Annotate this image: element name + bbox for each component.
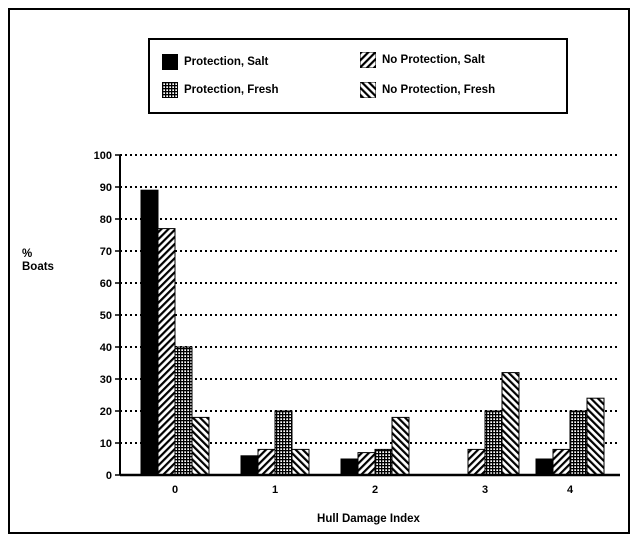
- legend-item-protection-salt: Protection, Salt: [162, 54, 268, 70]
- y-tick-label: 20: [100, 406, 112, 418]
- y-tick-label: 40: [100, 342, 112, 354]
- bar-backdiagonal-1: [291, 448, 310, 476]
- legend-item-no-protection-fresh: No Protection, Fresh: [360, 82, 495, 98]
- bar-backdiagonal-3: [501, 372, 520, 476]
- x-tick-label: 1: [272, 484, 278, 496]
- bar-backdiagonal-4: [586, 397, 605, 476]
- gridlines: [120, 154, 620, 444]
- bar-solid-1: [240, 455, 259, 476]
- bar-grid-2: [374, 448, 393, 476]
- bar-diagonal-4: [552, 448, 571, 476]
- y-axis-label-line2: Boats: [22, 261, 54, 273]
- y-axis-label: % Boats: [22, 248, 54, 274]
- y-tick-label: 80: [100, 214, 112, 226]
- bar-grid-0: [174, 346, 193, 476]
- bar-diagonal-1: [257, 448, 276, 476]
- bars: [140, 189, 605, 476]
- y-tick-label: 100: [94, 150, 112, 162]
- bar-grid-3: [484, 410, 503, 476]
- legend-item-protection-fresh: Protection, Fresh: [162, 82, 279, 98]
- bar-solid-0: [140, 189, 159, 476]
- y-tick-label: 10: [100, 438, 112, 450]
- y-tick-label: 90: [100, 182, 112, 194]
- x-tick-label: 0: [172, 484, 178, 496]
- bar-solid-4: [535, 458, 554, 476]
- y-tick-label: 0: [106, 470, 112, 482]
- y-tick-label: 50: [100, 310, 112, 322]
- legend-swatch-solid: [162, 54, 178, 70]
- y-tick-label: 30: [100, 374, 112, 386]
- x-axis-label: Hull Damage Index: [317, 513, 420, 525]
- legend-label: No Protection, Fresh: [382, 84, 496, 96]
- legend-label: Protection, Salt: [184, 56, 269, 68]
- legend-swatch-diagonal: [360, 52, 376, 68]
- y-tick-label: 70: [100, 246, 112, 258]
- legend-swatch-backdiagonal: [360, 82, 376, 98]
- legend-label: Protection, Fresh: [184, 84, 279, 96]
- bar-grid-4: [569, 410, 588, 476]
- bar-diagonal-0: [157, 228, 176, 476]
- x-tick-label: 3: [482, 484, 488, 496]
- chart-frame: [8, 8, 630, 534]
- y-tick-label: 60: [100, 278, 112, 290]
- bar-diagonal-2: [357, 452, 376, 476]
- bar-diagonal-3: [467, 448, 486, 476]
- x-tick-label: 4: [567, 484, 574, 496]
- legend: Protection, Salt No Protection, Salt Pro…: [148, 38, 568, 114]
- bar-backdiagonal-0: [191, 416, 210, 476]
- legend-item-no-protection-salt: No Protection, Salt: [360, 52, 485, 68]
- bar-solid-2: [340, 458, 359, 476]
- x-tick-label: 2: [372, 484, 378, 496]
- legend-swatch-grid: [162, 82, 178, 98]
- legend-label: No Protection, Salt: [382, 54, 485, 66]
- axes: 0 10 20 30 40 50 60 70 80 90 100 0 1 2 3 4: [94, 150, 620, 496]
- bar-grid-1: [274, 410, 293, 476]
- bar-backdiagonal-2: [391, 416, 410, 476]
- y-axis-label-line1: %: [22, 248, 33, 260]
